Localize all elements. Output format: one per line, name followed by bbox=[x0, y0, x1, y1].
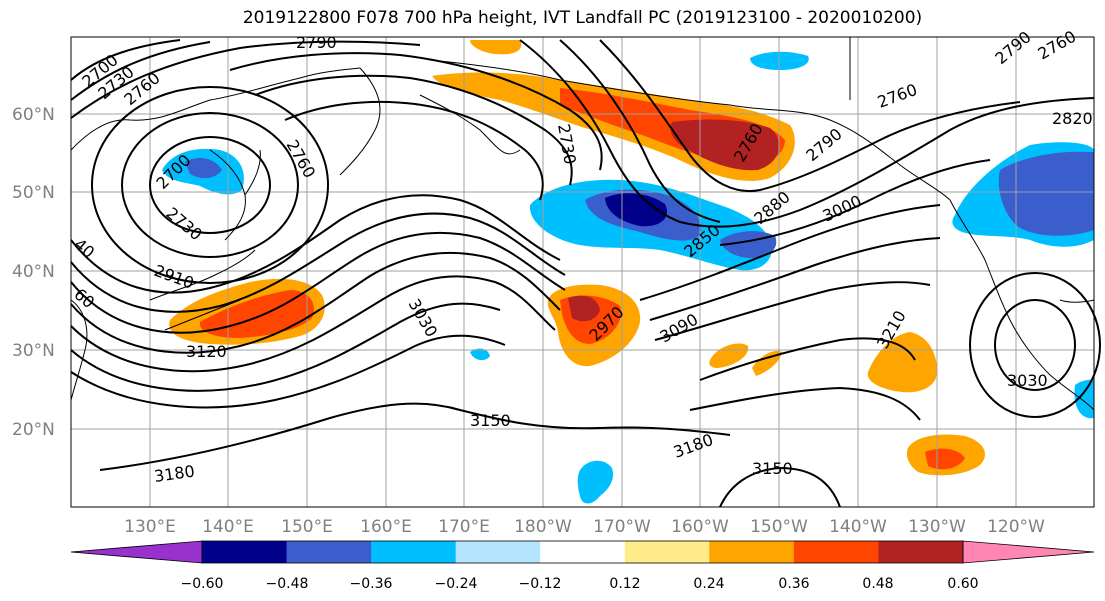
colorbar-extension-low bbox=[70, 540, 203, 564]
map-title: 2019122800 F078 700 hPa height, IVT Land… bbox=[242, 8, 923, 28]
colorbar-tick-label: 0.12 bbox=[609, 576, 640, 592]
colorbar-segment bbox=[540, 541, 626, 563]
longitude-labels: 130°E 140°E 150°E 160°E 170°E 180°W 170°… bbox=[124, 517, 1045, 537]
colorbar-tick-label: 0.36 bbox=[778, 576, 809, 592]
lon-label: 150°W bbox=[750, 517, 808, 537]
lon-label: 150°E bbox=[281, 517, 333, 537]
colorbar-segment bbox=[286, 541, 372, 563]
contour-label: 3120 bbox=[186, 342, 227, 361]
colorbar-segment bbox=[878, 541, 964, 563]
lon-label: 130°E bbox=[124, 517, 176, 537]
colorbar-ticks: −0.60 −0.48 −0.36 −0.24 −0.12 0.12 0.24 … bbox=[181, 576, 979, 592]
lat-label: 20°N bbox=[12, 420, 55, 440]
lon-label: 160°W bbox=[671, 517, 729, 537]
latitude-labels: 60°N 50°N 40°N 30°N 20°N bbox=[12, 105, 55, 440]
lon-label: 160°E bbox=[360, 517, 412, 537]
colorbar-tick-label: 0.24 bbox=[693, 576, 724, 592]
contour-label: 3150 bbox=[752, 459, 793, 478]
map-border bbox=[70, 36, 1095, 508]
colorbar-segment bbox=[709, 541, 795, 563]
lat-label: 30°N bbox=[12, 341, 55, 361]
colorbar-segment bbox=[793, 541, 879, 563]
contour-label: 3030 bbox=[1007, 371, 1048, 390]
lon-label: 170°E bbox=[438, 517, 490, 537]
colorbar-tick-label: 0.60 bbox=[947, 576, 978, 592]
contour-label: 2820 bbox=[1052, 109, 1093, 128]
colorbar-tick-label: −0.36 bbox=[350, 576, 393, 592]
colorbar-extension-high bbox=[962, 540, 1095, 564]
colorbar-border bbox=[201, 540, 964, 564]
colorbar bbox=[70, 540, 1095, 564]
colorbar-segment bbox=[624, 541, 710, 563]
lat-label: 60°N bbox=[12, 105, 55, 125]
colorbar-tick-label: −0.48 bbox=[266, 576, 309, 592]
lon-label: 120°W bbox=[987, 517, 1045, 537]
coastlines bbox=[70, 37, 1095, 411]
colorbar-segment bbox=[202, 541, 288, 563]
contour-label: 3150 bbox=[470, 411, 511, 430]
colorbar-tick-label: −0.60 bbox=[181, 576, 224, 592]
lon-label: 140°W bbox=[829, 517, 887, 537]
lon-label: 180°W bbox=[514, 517, 572, 537]
colorbar-segment bbox=[455, 541, 541, 563]
lon-label: 170°W bbox=[593, 517, 651, 537]
colorbar-tick-label: −0.24 bbox=[435, 576, 478, 592]
lat-label: 50°N bbox=[12, 183, 55, 203]
colorbar-tick-label: 0.48 bbox=[862, 576, 893, 592]
lon-label: 140°E bbox=[202, 517, 254, 537]
ivt-shading bbox=[162, 40, 1094, 504]
height-contours bbox=[70, 39, 1101, 508]
lat-label: 40°N bbox=[12, 262, 55, 282]
lon-label: 130°W bbox=[908, 517, 966, 537]
colorbar-segment bbox=[371, 541, 457, 563]
colorbar-tick-label: −0.12 bbox=[519, 576, 562, 592]
map-gridlines bbox=[71, 37, 1094, 507]
contour-label: 2790 bbox=[296, 33, 337, 52]
